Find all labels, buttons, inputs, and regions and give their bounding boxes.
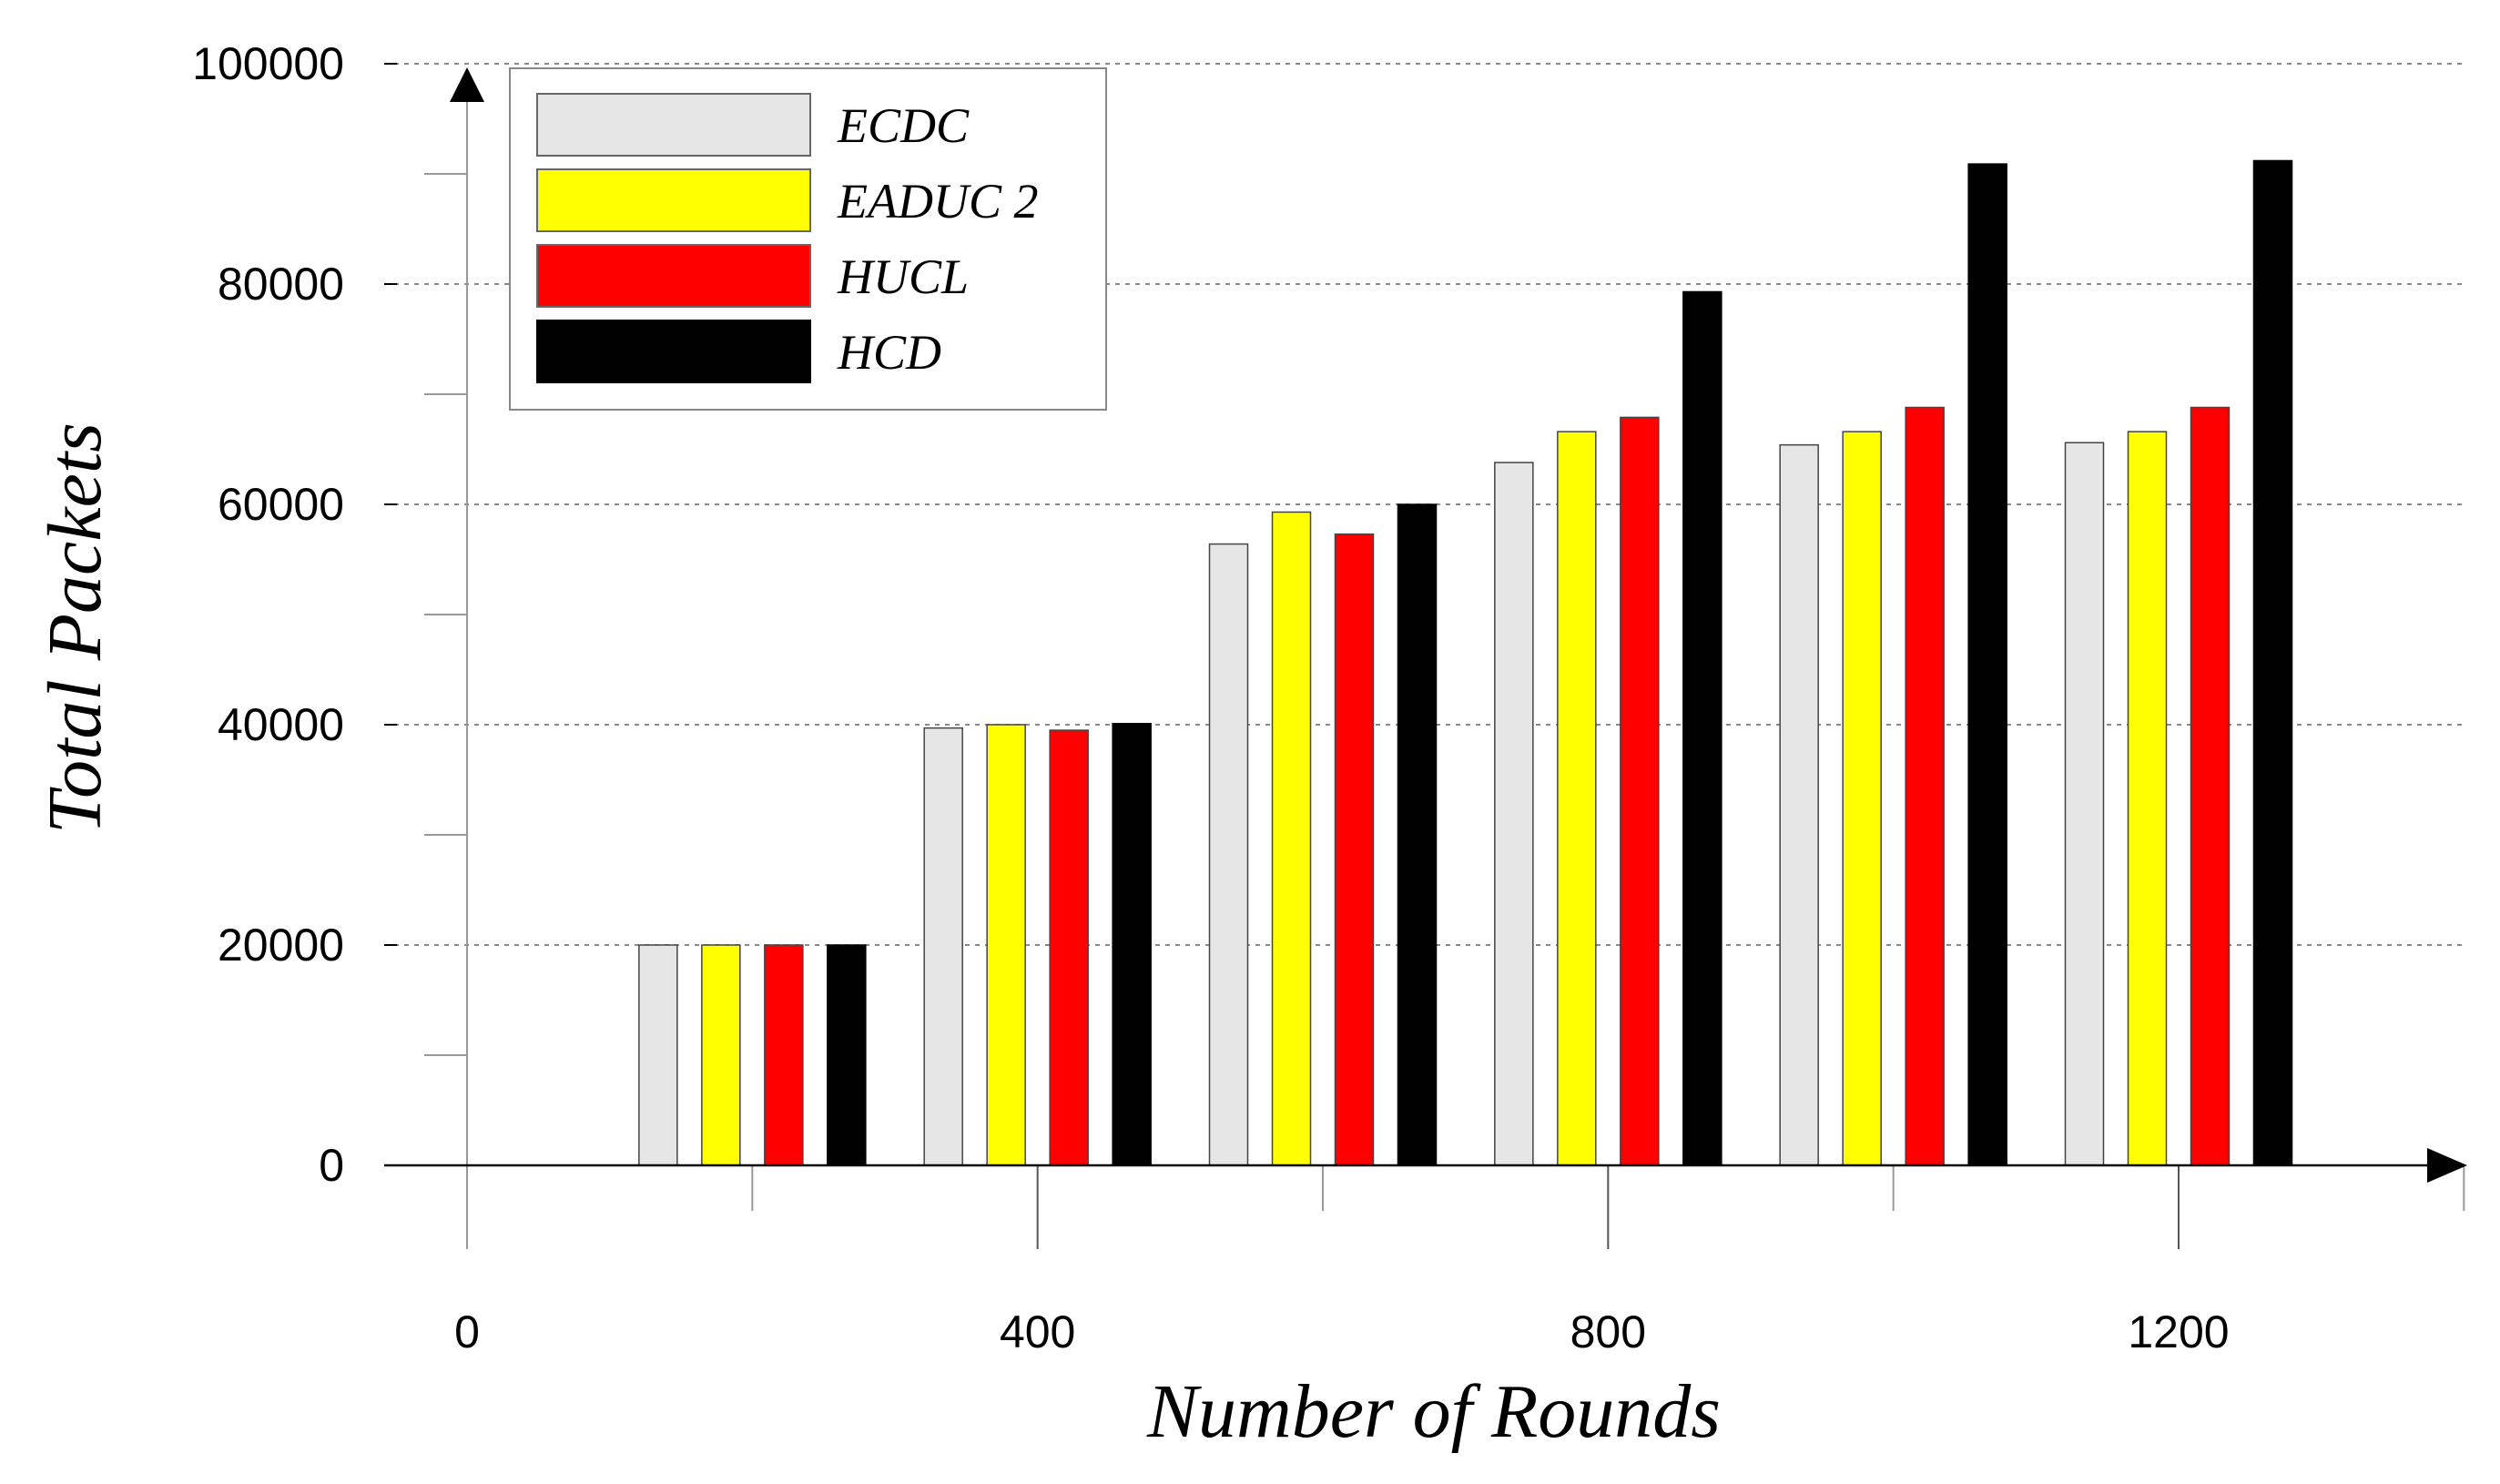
bar [1271, 511, 1312, 1166]
legend-label: EADUC 2 [837, 174, 1038, 229]
bar [2127, 431, 2168, 1166]
bar [1334, 533, 1375, 1166]
x-axis-title: Number of Rounds [1146, 1369, 1721, 1454]
y-tick-label: 40000 [218, 699, 344, 750]
bar [1397, 503, 1438, 1166]
bar [1842, 431, 1882, 1166]
bar [638, 944, 678, 1166]
bar [1905, 406, 1945, 1166]
bar [986, 724, 1026, 1166]
bar [1557, 431, 1597, 1166]
y-axis-title: Total Packets [33, 422, 117, 834]
x-tick-label: 800 [1570, 1306, 1646, 1357]
bar [1682, 290, 1723, 1166]
bar [1620, 416, 1660, 1166]
bar [1494, 462, 1534, 1166]
bar [1779, 443, 1819, 1166]
x-tick-label: 400 [1000, 1306, 1075, 1357]
bar [923, 727, 963, 1166]
bar [827, 944, 867, 1166]
x-tick-label: 0 [454, 1306, 480, 1357]
bar [1049, 729, 1089, 1166]
y-tick-label: 0 [319, 1140, 344, 1191]
legend-swatch [536, 168, 811, 232]
legend-swatch [536, 244, 811, 308]
bar [2252, 159, 2293, 1166]
y-tick-label: 80000 [218, 259, 344, 310]
bar [2190, 406, 2231, 1166]
bar [1112, 723, 1152, 1166]
bars [638, 159, 2293, 1166]
legend-label: HUCL [837, 249, 969, 304]
y-tick-label: 100000 [192, 38, 344, 89]
bar [764, 944, 804, 1166]
y-tick-label: 20000 [218, 920, 344, 971]
legend-swatch [536, 93, 811, 157]
legend-swatch [536, 320, 811, 383]
y-tick-label: 60000 [218, 479, 344, 530]
tick-labels: 0 20000 40000 60000 80000 100000 0 400 800 1200 [192, 38, 2229, 1357]
bar [701, 944, 741, 1166]
y-axis-arrow [450, 67, 484, 102]
legend-label: ECDC [837, 98, 970, 153]
bar [1967, 163, 2007, 1166]
x-axis-arrow [2427, 1148, 2467, 1183]
legend-items: ECDC EADUC 2 HUCL HCD [536, 93, 1038, 383]
axes [384, 63, 2467, 1249]
bar [1208, 543, 1249, 1166]
legend-label: HCD [837, 325, 941, 380]
x-tick-label: 1200 [2128, 1306, 2229, 1357]
legend: ECDC EADUC 2 HUCL HCD [509, 67, 1107, 411]
bar [2064, 442, 2105, 1166]
